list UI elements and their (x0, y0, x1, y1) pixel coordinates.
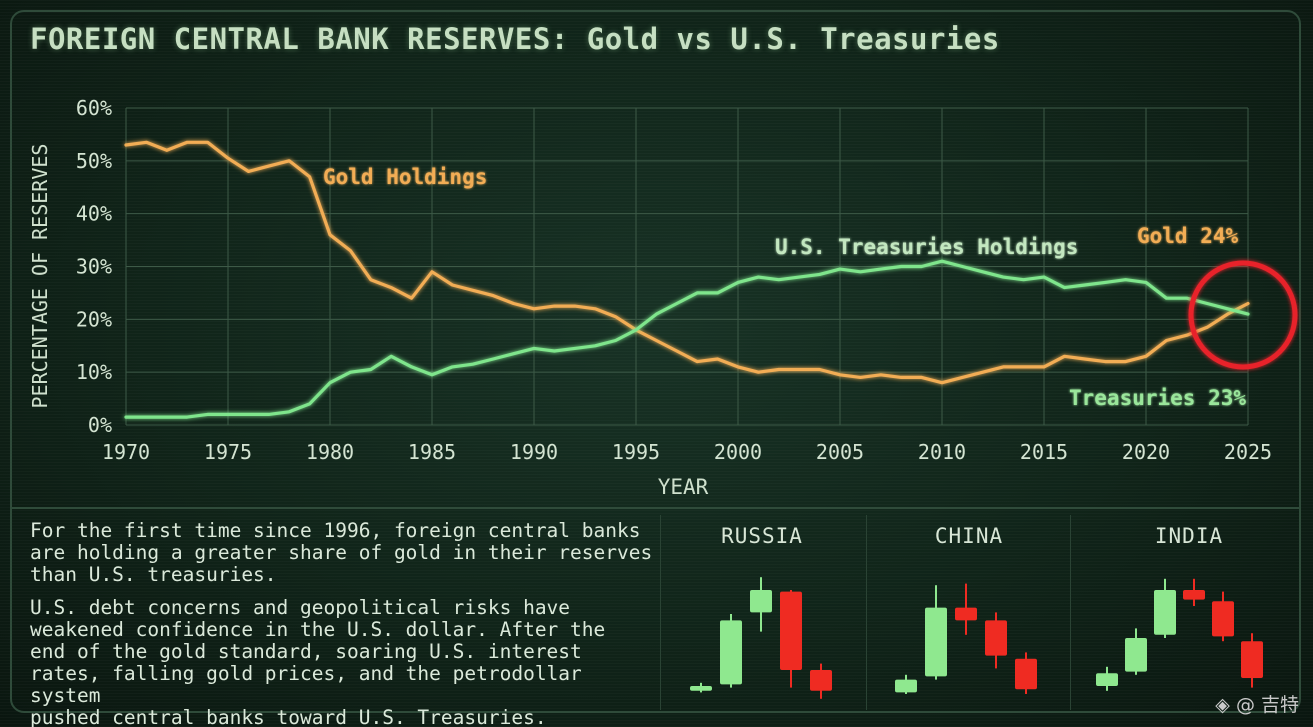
candle-down (985, 620, 1007, 656)
x-tick-label: 1990 (510, 440, 558, 464)
x-tick-label: 1980 (306, 440, 354, 464)
panel-label-india: INDIA (1154, 524, 1224, 548)
chart-grid (125, 107, 1249, 426)
monitor-frame (10, 10, 1301, 713)
x-tick-label: 2000 (714, 440, 762, 464)
candle-down (780, 591, 802, 670)
panel-divider (866, 515, 867, 710)
y-tick-label: 10% (76, 360, 112, 384)
x-tick-label: 1975 (204, 440, 252, 464)
context-paragraph: U.S. debt concerns and geopolitical risk… (30, 596, 606, 727)
candle-up (720, 620, 742, 685)
candle-up (750, 590, 772, 613)
x-tick-label: 1970 (102, 440, 150, 464)
annotation-treasuries-holdings: U.S. Treasuries Holdings (775, 235, 1078, 259)
x-tick-label: 1995 (612, 440, 660, 464)
candle-up (1125, 638, 1147, 672)
candle-down (955, 607, 977, 621)
x-tick-label: 2015 (1020, 440, 1068, 464)
x-axis-label: YEAR (658, 475, 709, 499)
x-tick-label: 2020 (1122, 440, 1170, 464)
candle-down (1183, 590, 1205, 600)
y-tick-label: 60% (76, 96, 112, 120)
candle-down (1241, 641, 1263, 678)
annotation-gold-holdings: Gold Holdings (323, 165, 487, 189)
x-tick-label: 2010 (918, 440, 966, 464)
y-tick-label: 0% (88, 413, 112, 437)
annotation-treasuries-23: Treasuries 23% (1069, 386, 1246, 410)
x-tick-label: 2005 (816, 440, 864, 464)
candlestick-panel-russia (690, 577, 832, 699)
candle-up (895, 679, 917, 693)
candle-up (1096, 673, 1118, 686)
y-axis-label: PERCENTAGE OF RESERVES (28, 144, 52, 409)
candle-up (690, 686, 712, 691)
candlestick-panel-china (895, 583, 1037, 694)
crossover-highlight-circle (1188, 260, 1298, 370)
candle-up (925, 607, 947, 677)
chart-ticks: 1970 1975 1980 1985 1990 1995 2000 2005 2010 2015… (76, 96, 1272, 464)
gold-holdings-line (124, 140, 1250, 385)
x-tick-label: 1985 (408, 440, 456, 464)
treasuries-holdings-line (124, 259, 1250, 419)
chart-series (124, 140, 1250, 419)
candle-down (1212, 601, 1234, 637)
summary-paragraph: For the first time since 1996, foreign c… (30, 519, 653, 586)
y-tick-label: 50% (76, 149, 112, 173)
candle-down (810, 670, 832, 691)
section-divider (12, 507, 1300, 509)
candle-down (1015, 658, 1037, 690)
candle-up (1154, 590, 1176, 635)
y-tick-label: 20% (76, 307, 112, 331)
panel-divider (660, 515, 661, 710)
y-tick-label: 40% (76, 202, 112, 226)
chart-annotations: Gold Holdings U.S. Treasuries Holdings G… (323, 165, 1298, 410)
y-tick-label: 30% (76, 255, 112, 279)
x-tick-label: 2025 (1224, 440, 1272, 464)
annotation-gold-24: Gold 24% (1137, 224, 1239, 248)
watermark: ◈ @ 吉特 (1215, 694, 1299, 716)
panel-label-china: CHINA (934, 524, 1004, 548)
panel-label-russia: RUSSIA (721, 524, 803, 548)
candlestick-panel-india (1096, 578, 1263, 691)
chart-title: FOREIGN CENTRAL BANK RESERVES: Gold vs U… (30, 22, 1000, 56)
panel-divider (1070, 515, 1071, 710)
